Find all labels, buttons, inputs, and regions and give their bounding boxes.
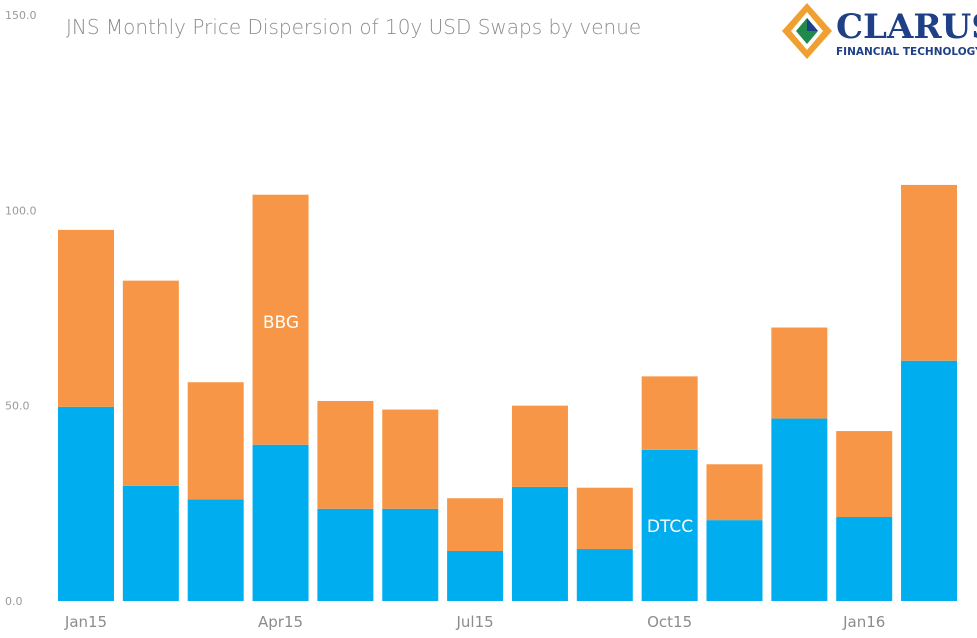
bar-dtcc xyxy=(706,520,763,601)
y-tick-label: 0.0 xyxy=(5,595,23,608)
bar-dtcc xyxy=(511,486,568,601)
bar-bbg xyxy=(901,184,958,361)
y-tick-label: 50.0 xyxy=(5,400,30,413)
bar-dtcc xyxy=(187,499,244,601)
bar-dtcc xyxy=(901,360,958,601)
x-tick-label: Oct15 xyxy=(647,613,692,631)
bar-dtcc xyxy=(576,549,633,601)
bar-bbg xyxy=(252,194,309,445)
bar-dtcc xyxy=(641,449,698,601)
bar-bbg xyxy=(58,229,114,407)
bar-bbg xyxy=(382,409,439,509)
y-axis-ticks: 0.0 50.0 100.0 150.0 xyxy=(5,9,37,608)
bar-dtcc xyxy=(122,485,179,601)
bar-dtcc xyxy=(317,508,374,601)
y-tick-label: 100.0 xyxy=(5,204,37,217)
clarus-logo: CLARUS FINANCIAL TECHNOLOGY xyxy=(782,3,977,59)
bar-bbg xyxy=(836,431,893,518)
bar-dtcc xyxy=(58,406,114,601)
bar-dtcc xyxy=(382,508,439,601)
bar-dtcc xyxy=(252,444,309,601)
bar-bbg xyxy=(511,405,568,487)
chart-title: JNS Monthly Price Dispersion of 10y USD … xyxy=(66,15,641,39)
bar-dtcc xyxy=(447,550,504,601)
y-tick-label: 150.0 xyxy=(5,9,37,22)
bar-bbg xyxy=(706,464,763,521)
bar-dtcc xyxy=(836,517,893,601)
bar-bbg xyxy=(576,487,633,550)
x-tick-label: Apr15 xyxy=(258,613,303,631)
x-tick-label: Jan16 xyxy=(842,613,885,631)
x-axis-ticks: Jan15 Apr15 Jul15 Oct15 Jan16 xyxy=(64,613,885,631)
series-label-dtcc: DTCC xyxy=(647,517,693,537)
bar-dtcc xyxy=(771,418,828,601)
x-tick-label: Jul15 xyxy=(456,613,494,631)
bars xyxy=(58,184,958,601)
clarus-diamond-icon xyxy=(782,3,832,59)
bar-bbg xyxy=(187,382,244,500)
logo-tagline: FINANCIAL TECHNOLOGY xyxy=(836,46,977,58)
logo-name: CLARUS xyxy=(836,7,977,47)
bar-bbg xyxy=(317,400,374,509)
bar-bbg xyxy=(447,498,504,551)
bar-bbg xyxy=(771,327,828,419)
bar-bbg xyxy=(641,376,698,450)
x-tick-label: Jan15 xyxy=(64,613,107,631)
series-label-bbg: BBG xyxy=(263,313,299,333)
bar-bbg xyxy=(122,280,179,486)
